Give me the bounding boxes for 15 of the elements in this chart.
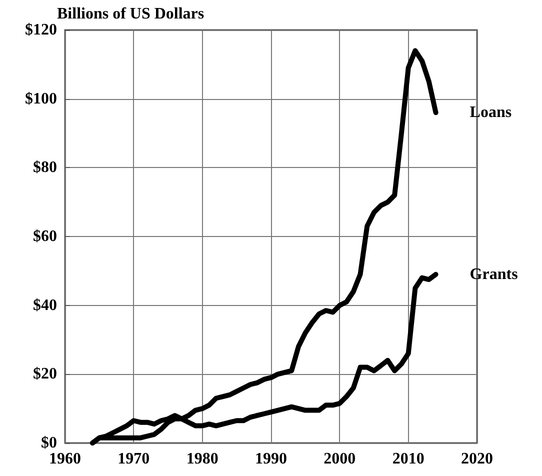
y-tick-label: $120 (25, 22, 57, 38)
y-tick-label: $0 (41, 434, 57, 452)
y-tick-label: $80 (33, 159, 57, 176)
x-tick-label: 1970 (118, 450, 150, 468)
y-tick-label: $40 (33, 296, 57, 314)
y-tick-label: $100 (25, 90, 57, 108)
x-tick-label: 2010 (392, 450, 424, 468)
y-tick-label: $20 (33, 366, 57, 383)
y-axis-title: Billions of US Dollars (57, 6, 204, 23)
x-tick-label: 1960 (49, 450, 81, 468)
y-tick-label: $60 (33, 228, 57, 245)
x-tick-label: 2000 (324, 450, 356, 468)
x-tick-label: 1980 (186, 450, 218, 468)
x-tick-label: 1990 (255, 450, 287, 468)
x-tick-label: 2020 (461, 450, 493, 468)
